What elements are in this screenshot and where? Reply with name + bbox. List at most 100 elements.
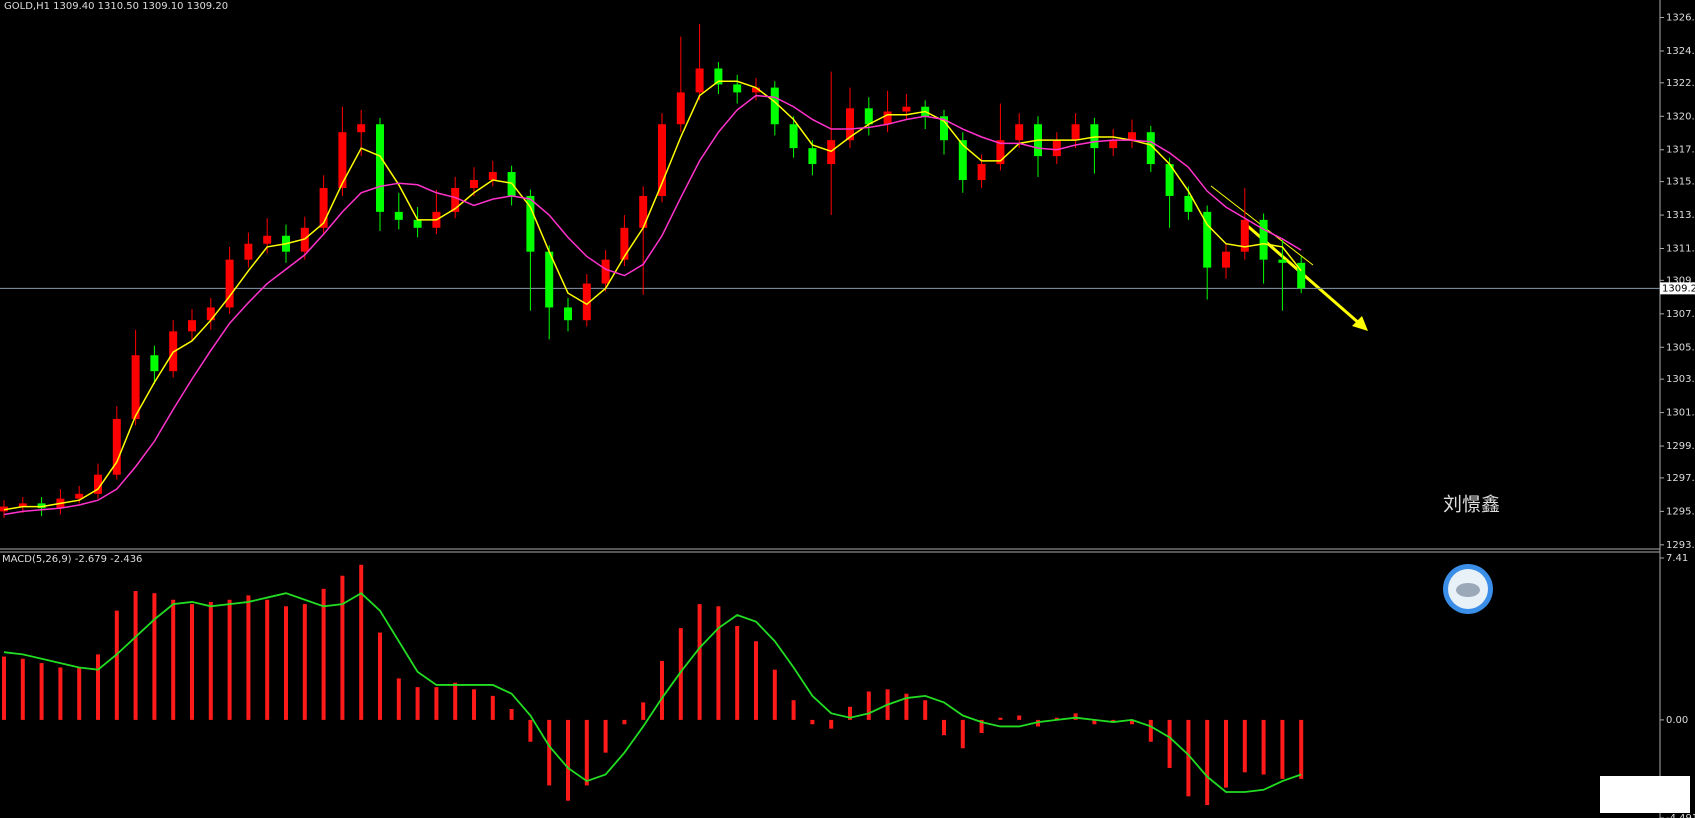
- macd-bar: [1111, 719, 1116, 723]
- candle-body: [996, 140, 1005, 165]
- y-tick-label: 1295.2: [1666, 506, 1695, 517]
- candle-body: [977, 164, 986, 181]
- macd-bar: [1148, 719, 1153, 742]
- macd-bar: [96, 654, 100, 720]
- macd-bar: [772, 669, 777, 720]
- macd-bar: [1186, 719, 1191, 797]
- macd-bar: [998, 717, 1003, 720]
- macd-bar: [754, 641, 758, 720]
- candle-body: [676, 92, 685, 125]
- macd-bar: [697, 604, 702, 720]
- candle-body: [37, 503, 46, 509]
- macd-bar: [622, 719, 627, 725]
- macd-bar: [1054, 717, 1059, 720]
- candle-body: [1109, 140, 1118, 149]
- candle-body: [413, 219, 422, 228]
- macd-bar: [735, 625, 740, 720]
- macd-bar: [190, 604, 194, 720]
- y-tick-label: 1303.5: [1666, 374, 1695, 385]
- macd-bar: [133, 591, 138, 720]
- current-price-box: [1660, 282, 1695, 295]
- macd-bar: [284, 606, 288, 720]
- candle-body: [770, 87, 779, 125]
- macd-bar: [58, 667, 63, 720]
- macd-bar: [171, 599, 176, 720]
- macd-bar: [1092, 719, 1097, 725]
- candle-body: [470, 180, 478, 188]
- macd-bar: [1299, 719, 1304, 779]
- candle-body: [1052, 140, 1061, 157]
- macd-bar: [660, 660, 664, 720]
- candle-body: [1015, 124, 1024, 141]
- y-tick-label: 1301.4: [1666, 408, 1695, 419]
- candle-body: [846, 108, 854, 141]
- y-tick-label: 1311.7: [1666, 244, 1695, 255]
- candle-body: [639, 195, 648, 228]
- candle-body: [1071, 124, 1080, 141]
- macd-bar: [1073, 713, 1078, 720]
- macd-bar: [791, 700, 796, 720]
- candle-body: [131, 355, 140, 419]
- macd-bar: [359, 564, 364, 720]
- candle-body: [582, 283, 591, 321]
- candle-body: [789, 124, 798, 149]
- candle-body: [545, 251, 554, 308]
- macd-bar: [584, 719, 589, 786]
- candle-body: [1203, 211, 1212, 268]
- macd-bar: [302, 604, 307, 720]
- candle-body: [150, 355, 159, 372]
- candle-body: [1259, 219, 1268, 260]
- macd-bar: [848, 706, 852, 720]
- candle-body: [940, 116, 948, 141]
- candle-body: [357, 124, 366, 133]
- macd-bar: [39, 663, 44, 720]
- macd-bar: [77, 667, 82, 720]
- candle-body: [263, 235, 272, 244]
- candle-body: [695, 68, 704, 93]
- macd-bar: [1036, 719, 1040, 727]
- macd-bar: [114, 610, 119, 720]
- macd-bar: [1224, 719, 1228, 788]
- candle-body: [18, 503, 27, 507]
- macd-bar: [434, 687, 439, 720]
- candle-body: [526, 195, 535, 252]
- macd-header: MACD(5,26,9) -2.679 -2.436: [2, 554, 142, 565]
- macd-signal-line: [3, 592, 1302, 793]
- y-tick-label: 1326.2: [1666, 13, 1695, 24]
- y-tick-label: 0.00: [1666, 715, 1688, 726]
- candle-body: [488, 172, 497, 181]
- candle-body: [958, 140, 967, 181]
- candle-body: [75, 493, 84, 499]
- candle-body: [376, 124, 384, 212]
- chat-icon-mouth: [1456, 583, 1480, 597]
- macd-bar: [321, 588, 326, 720]
- moving-average: [3, 94, 1302, 516]
- current-price-label: 1309.2: [1662, 283, 1695, 294]
- macd-bar: [1167, 719, 1172, 768]
- macd-bar: [904, 693, 909, 720]
- y-tick-label: 7.41: [1666, 553, 1688, 564]
- macd-bar: [20, 658, 25, 720]
- macd-bar: [472, 689, 476, 720]
- macd-bar: [923, 700, 928, 720]
- candle-body: [1240, 219, 1249, 252]
- macd-bar: [566, 719, 570, 801]
- y-tick-label: 1305.5: [1666, 342, 1695, 353]
- macd-bar: [547, 719, 552, 786]
- white-box: [1600, 776, 1690, 813]
- macd-bar: [378, 632, 382, 720]
- macd-bar: [2, 656, 6, 720]
- macd-bar: [866, 691, 871, 720]
- candle-body: [620, 227, 629, 260]
- y-tick-label: 1317.9: [1666, 145, 1695, 156]
- symbol-header: GOLD,H1 1309.40 1310.50 1309.10 1309.20: [4, 1, 228, 12]
- candle-body: [244, 243, 253, 260]
- candle-body: [394, 211, 403, 220]
- candle-body: [225, 259, 234, 308]
- candle-body: [338, 132, 347, 188]
- macd-bar: [829, 719, 834, 729]
- candle-body: [827, 140, 836, 165]
- candle-body: [188, 320, 196, 332]
- macd-bar: [641, 702, 646, 720]
- candle-body: [1146, 132, 1155, 165]
